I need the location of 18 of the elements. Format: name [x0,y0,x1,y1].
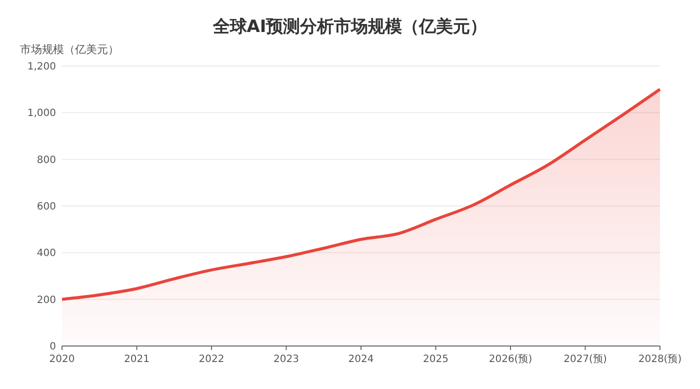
y-axis-title: 市场规模（亿美元） [20,43,119,56]
x-tick-label: 2022 [198,354,224,365]
y-tick-label: 800 [36,154,56,166]
y-tick-label: 1,200 [27,62,56,72]
chart-title: 全球AI预测分析市场规模（亿美元） [212,17,488,37]
y-tick-label: 400 [36,248,56,260]
y-tick-label: 600 [36,202,56,212]
x-tick-label: 2023 [274,354,299,365]
x-tick-label: 2024 [348,354,374,365]
x-tick-label: 2028(预) [638,354,682,365]
y-tick-label: 200 [36,294,56,306]
x-tick-label: 2021 [124,354,150,365]
x-tick-label: 2020 [49,354,75,365]
x-tick-label: 2025 [423,354,448,365]
x-tick-label: 2026(预) [488,354,532,365]
y-tick-label: 0 [50,342,56,352]
y-tick-label: 1,000 [27,108,56,120]
x-tick-label: 2027(预) [564,354,607,365]
